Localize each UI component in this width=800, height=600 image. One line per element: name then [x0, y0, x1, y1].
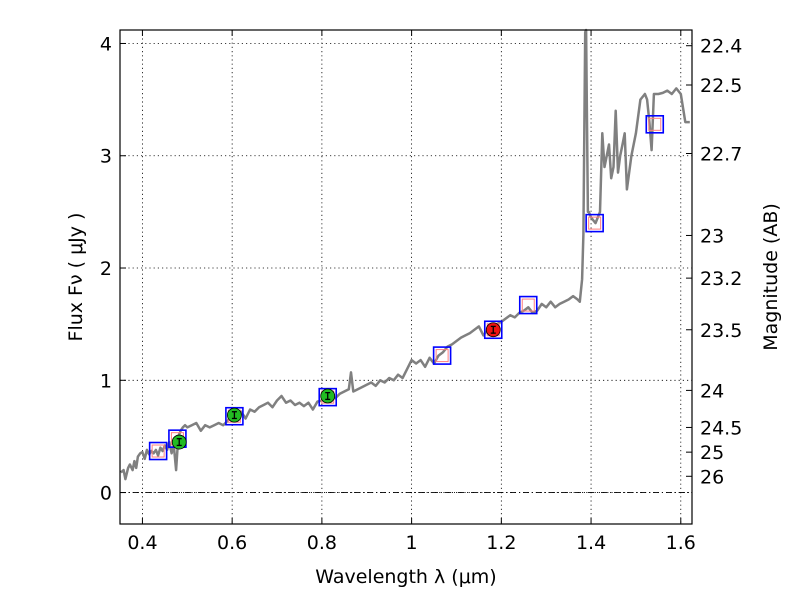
model-photometry-point	[585, 213, 604, 233]
x-tick-label: 0.8	[307, 532, 337, 554]
y-tick-label: 2	[100, 258, 112, 280]
y2-tick-label: 22.4	[700, 36, 742, 58]
y2-tick-label: 22.7	[700, 144, 742, 166]
y2-tick-label: 23	[700, 225, 724, 247]
y2-tick-label: 23.2	[700, 268, 742, 290]
model-photometry-inner	[588, 216, 602, 230]
model-photometry-inner	[521, 298, 535, 312]
model-photometry-point	[518, 295, 538, 315]
y-tick-label: 3	[100, 146, 112, 168]
x-tick-label: 1.4	[576, 532, 606, 554]
x-tick-label: 1.2	[486, 532, 516, 554]
model-photometry-inner	[648, 117, 662, 131]
x-tick-label: 0.6	[217, 532, 247, 554]
y-tick-label: 4	[100, 33, 112, 55]
y2-axis-label: Magnitude (AB)	[760, 203, 782, 351]
y2-tick-label: 24	[700, 380, 724, 402]
y2-tick-label: 24.5	[700, 417, 742, 439]
model-photometry-point	[645, 115, 665, 134]
y2-tick-label: 25	[700, 442, 724, 464]
y-tick-label: 1	[100, 370, 112, 392]
x-tick-label: 1	[406, 532, 418, 554]
x-tick-label: 0.4	[127, 532, 157, 554]
model-photometry-point	[483, 320, 503, 340]
model-photometry-inner	[435, 349, 449, 363]
x-tick-label: 1.6	[666, 532, 696, 554]
x-axis-label: Wavelength λ (μm)	[315, 566, 496, 588]
y-tick-label: 0	[100, 483, 112, 505]
model-photometry-point	[148, 441, 168, 461]
markers-layer	[148, 115, 665, 461]
model-photometry-inner	[151, 444, 165, 458]
y2-tick-label: 23.5	[700, 320, 742, 342]
y-axis-label: Flux Fν ( μJy )	[65, 213, 87, 342]
y2-tick-label: 22.5	[700, 75, 742, 97]
plot-frame	[119, 29, 693, 525]
model-photometry-point	[432, 346, 452, 365]
y2-tick-label: 26	[700, 466, 724, 488]
